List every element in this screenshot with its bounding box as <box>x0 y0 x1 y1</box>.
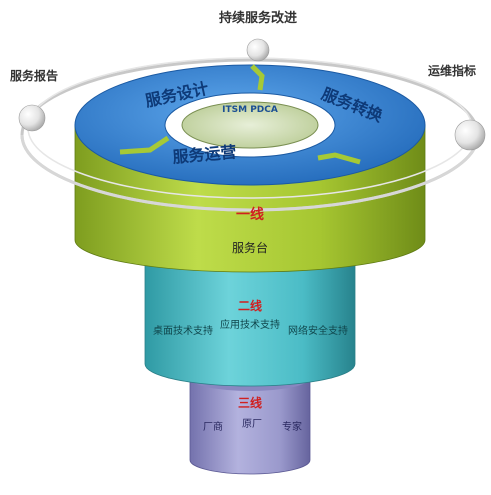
orbit-label-right: 运维指标 <box>428 63 476 78</box>
orbit-label-top: 持续服务改进 <box>219 10 297 26</box>
level3-item-vendor: 厂商 <box>203 420 223 433</box>
level2-item-application: 应用技术支持 <box>220 318 280 331</box>
level2-item-desktop: 桌面技术支持 <box>153 324 213 337</box>
orbit-ball-left <box>18 104 46 132</box>
level3-title: 三线 <box>238 395 262 410</box>
level1-desc: 服务台 <box>232 240 268 255</box>
level2-item-network: 网络安全支持 <box>288 324 348 337</box>
level3-item-original: 原厂 <box>242 418 262 430</box>
orbit-ball-top <box>246 38 270 62</box>
service-lifecycle-ring <box>74 64 426 186</box>
orbit-label-left: 服务报告 <box>10 68 58 83</box>
orbit-ball-right <box>454 119 486 151</box>
level1-title: 一线 <box>236 206 264 223</box>
level3-item-expert: 专家 <box>282 420 302 433</box>
level2-title: 二线 <box>238 298 262 313</box>
level2-cylinder <box>144 259 356 387</box>
inner-ring-text: ITSM PDCA <box>222 105 278 115</box>
